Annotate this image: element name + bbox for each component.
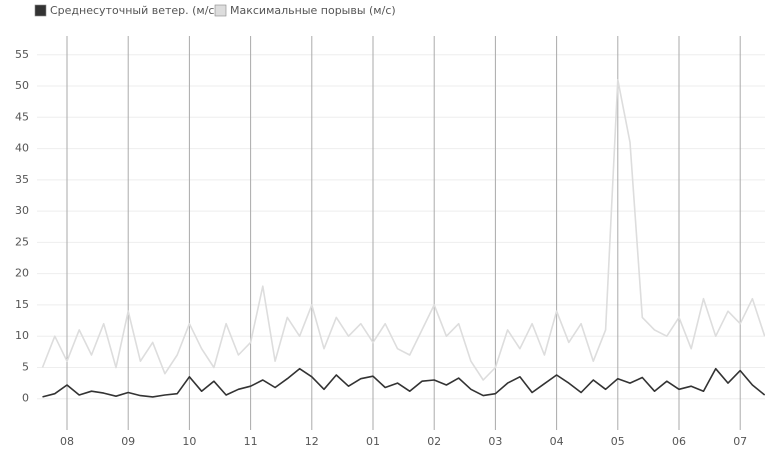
x-tick-label: 12: [305, 435, 319, 448]
series-line: [42, 367, 765, 398]
x-tick-label: 09: [121, 435, 135, 448]
y-tick-label: 55: [15, 48, 29, 61]
series-line: [41, 79, 765, 381]
x-tick-label: 11: [244, 435, 258, 448]
y-tick-label: 50: [15, 79, 29, 92]
legend-label: Среднесуточный ветер. (м/с): [50, 4, 219, 17]
x-tick-label: 10: [182, 435, 196, 448]
x-tick-label: 05: [611, 435, 625, 448]
x-tick-label: 07: [733, 435, 747, 448]
x-tick-label: 08: [60, 435, 74, 448]
x-tick-label: 02: [427, 435, 441, 448]
x-tick-label: 04: [550, 435, 564, 448]
legend-swatch: [214, 4, 227, 17]
legend-swatch: [34, 4, 47, 17]
y-tick-label: 0: [22, 392, 29, 405]
legend-label: Максимальные порывы (м/с): [230, 4, 396, 17]
y-tick-label: 40: [15, 142, 29, 155]
y-tick-label: 30: [15, 204, 29, 217]
x-tick-label: 06: [672, 435, 686, 448]
y-tick-label: 25: [15, 235, 29, 248]
y-tick-label: 10: [15, 329, 29, 342]
x-tick-label: 03: [488, 435, 502, 448]
y-tick-label: 15: [15, 298, 29, 311]
y-tick-label: 45: [15, 110, 29, 123]
y-tick-label: 5: [22, 360, 29, 373]
y-tick-label: 20: [15, 267, 29, 280]
x-tick-label: 01: [366, 435, 380, 448]
y-tick-label: 35: [15, 173, 29, 186]
